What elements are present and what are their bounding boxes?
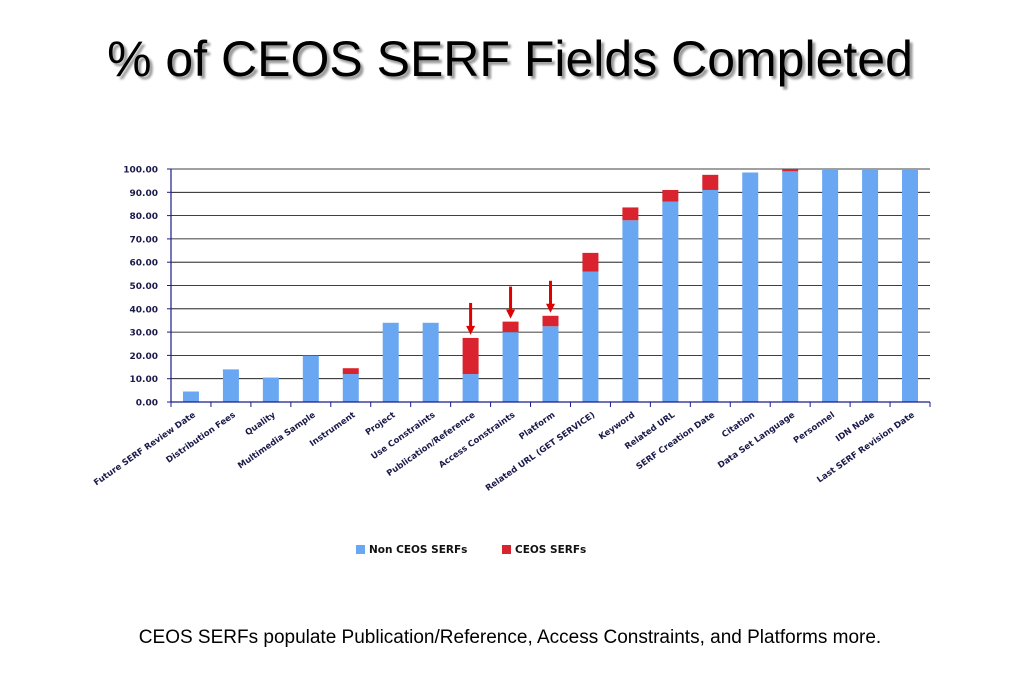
legend-swatch — [502, 545, 511, 554]
bar-non-ceos — [542, 326, 559, 402]
bar-ceos — [702, 174, 719, 190]
annotation-arrow — [506, 286, 516, 319]
y-tick-labels: 0.00 10.00 20.00 30.00 40.00 50.00 60.00 70.00 8… — [123, 166, 158, 409]
x-tick-label: Data Set Language — [716, 410, 797, 471]
bar-ceos — [782, 169, 799, 172]
bar-non-ceos — [662, 201, 679, 402]
slide-title: % of CEOS SERF Fields Completed — [107, 31, 913, 87]
arrow-head — [506, 309, 516, 319]
y-tick-label: 80.00 — [130, 212, 158, 222]
y-tick-label: 90.00 — [130, 189, 158, 199]
legend-label: Non CEOS SERFs — [369, 544, 467, 556]
bar-ceos — [582, 252, 599, 272]
bar-non-ceos — [902, 169, 919, 402]
bar-ceos — [342, 368, 359, 375]
bar-non-ceos — [582, 271, 599, 402]
x-tick-label: Project — [364, 410, 398, 438]
stacked-bar-chart: 0.00 10.00 20.00 30.00 40.00 50.00 60.00 70.00 8… — [92, 166, 931, 556]
bar-ceos — [622, 207, 639, 221]
legend-item: Non CEOS SERFs — [356, 544, 467, 556]
bar-non-ceos — [462, 374, 479, 402]
annotation-arrow — [466, 302, 476, 335]
y-tick-label: 20.00 — [130, 352, 158, 362]
bar-non-ceos — [382, 322, 399, 402]
x-tick-label: SERF Creation Date — [635, 410, 718, 472]
annotation-arrow — [546, 280, 555, 313]
bar-non-ceos — [422, 322, 439, 402]
legend-item: CEOS SERFs — [502, 544, 586, 556]
bar-non-ceos — [302, 355, 319, 402]
y-tick-label: 30.00 — [130, 329, 158, 339]
arrow-head — [546, 303, 555, 313]
bar-ceos — [462, 337, 479, 375]
bar-non-ceos — [702, 189, 719, 402]
x-tick-label: Quality — [244, 410, 278, 438]
y-tick-label: 60.00 — [130, 259, 158, 269]
legend-swatch — [356, 545, 365, 554]
bar-non-ceos — [502, 332, 519, 402]
y-tick-label: 100.00 — [123, 166, 158, 176]
bar-non-ceos — [182, 391, 199, 402]
x-tick-label: Distribution Fees — [165, 410, 238, 465]
x-tick-label: Multimedia Sample — [236, 410, 317, 471]
bar-non-ceos — [622, 220, 639, 402]
y-tick-label: 70.00 — [130, 235, 158, 245]
bar-ceos — [542, 315, 559, 327]
x-tick-label: Citation — [720, 410, 757, 440]
bar-ceos — [662, 189, 679, 202]
legend: Non CEOS SERFs CEOS SERFs — [356, 544, 586, 556]
bar-non-ceos — [222, 369, 239, 402]
bar-non-ceos — [782, 171, 799, 402]
bar-non-ceos — [742, 172, 759, 402]
y-tick-label: 50.00 — [130, 282, 158, 292]
y-tick-label: 0.00 — [136, 399, 158, 409]
y-tick-label: 10.00 — [130, 375, 158, 385]
axes — [167, 168, 931, 407]
y-tick-label: 40.00 — [130, 305, 158, 315]
bar-non-ceos — [822, 169, 839, 402]
bar-non-ceos — [262, 377, 279, 402]
slide-caption: CEOS SERFs populate Publication/Referenc… — [138, 627, 882, 648]
bar-non-ceos — [862, 169, 879, 402]
legend-label: CEOS SERFs — [515, 544, 586, 556]
arrow-head — [466, 325, 476, 335]
bar-ceos — [502, 321, 519, 333]
bars — [182, 169, 919, 402]
x-tick-label: Access Constraints — [437, 410, 517, 470]
annotation-arrows — [466, 280, 555, 335]
x-tick-label: Personnel — [792, 410, 837, 446]
bar-non-ceos — [342, 374, 359, 402]
